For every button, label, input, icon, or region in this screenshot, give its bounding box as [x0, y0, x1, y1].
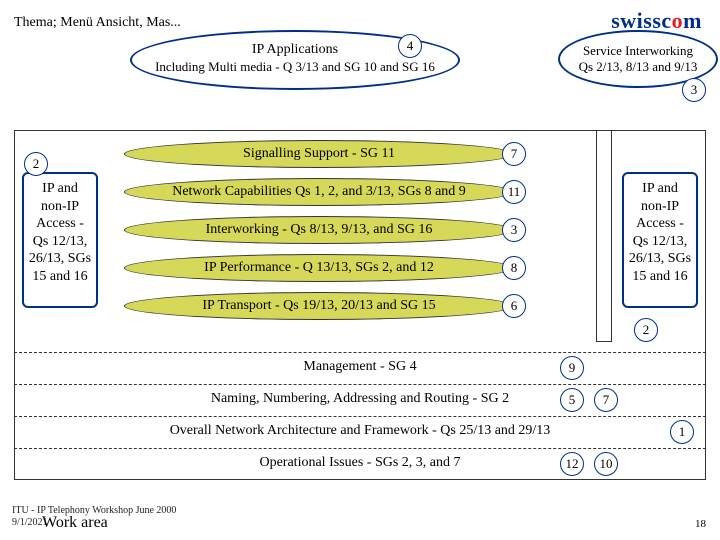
yellow-num-3: 8 [502, 256, 526, 280]
bottom-row-label-0: Management - SG 4 [14, 359, 706, 375]
footer-title: Work area [42, 514, 108, 532]
bottom-num-1-0: 5 [560, 388, 584, 412]
yellow-num-4: 6 [502, 294, 526, 318]
num-2-left: 2 [24, 152, 48, 176]
yellow-row-2: Interworking - Qs 8/13, 9/13, and SG 16 [124, 216, 514, 244]
ip-applications-line1: IP Applications [252, 42, 338, 59]
yellow-row-1: Network Capabilities Qs 1, 2, and 3/13, … [124, 178, 514, 206]
yellow-num-0: 7 [502, 142, 526, 166]
yellow-row-3: IP Performance - Q 13/13, SGs 2, and 12 [124, 254, 514, 282]
right-access-text: IP and non-IP Access - Qs 12/13, 26/13, … [629, 181, 691, 284]
num-2-right: 2 [634, 318, 658, 342]
svc-line1: Service Interworking [583, 43, 693, 59]
ip-applications-line2: Including Multi media - Q 3/13 and SG 10… [155, 59, 435, 75]
bottom-num-2-0: 1 [670, 420, 694, 444]
header-line: Thema; Menü Ansicht, Mas... [14, 15, 181, 31]
bottom-num-3-1: 10 [594, 452, 618, 476]
yellow-num-1: 11 [502, 180, 526, 204]
tall-right-bar [596, 130, 612, 342]
page-number: 18 [695, 518, 706, 530]
bottom-row-label-2: Overall Network Architecture and Framewo… [14, 423, 706, 439]
svc-line2: Qs 2/13, 8/13 and 9/13 [579, 59, 698, 75]
left-access-text: IP and non-IP Access - Qs 12/13, 26/13, … [29, 181, 91, 284]
right-access-box: IP and non-IP Access - Qs 12/13, 26/13, … [622, 172, 698, 308]
bottom-row-2: Overall Network Architecture and Framewo… [14, 416, 706, 448]
num-4: 4 [398, 34, 422, 58]
bottom-num-0-0: 9 [560, 356, 584, 380]
yellow-row-4: IP Transport - Qs 19/13, 20/13 and SG 15 [124, 292, 514, 320]
yellow-num-2: 3 [502, 218, 526, 242]
num-3-top: 3 [682, 78, 706, 102]
bottom-num-3-0: 12 [560, 452, 584, 476]
bottom-num-1-1: 7 [594, 388, 618, 412]
bottom-row-0: Management - SG 4 [14, 352, 706, 384]
left-access-box: IP and non-IP Access - Qs 12/13, 26/13, … [22, 172, 98, 308]
yellow-row-0: Signalling Support - SG 11 [124, 140, 514, 168]
